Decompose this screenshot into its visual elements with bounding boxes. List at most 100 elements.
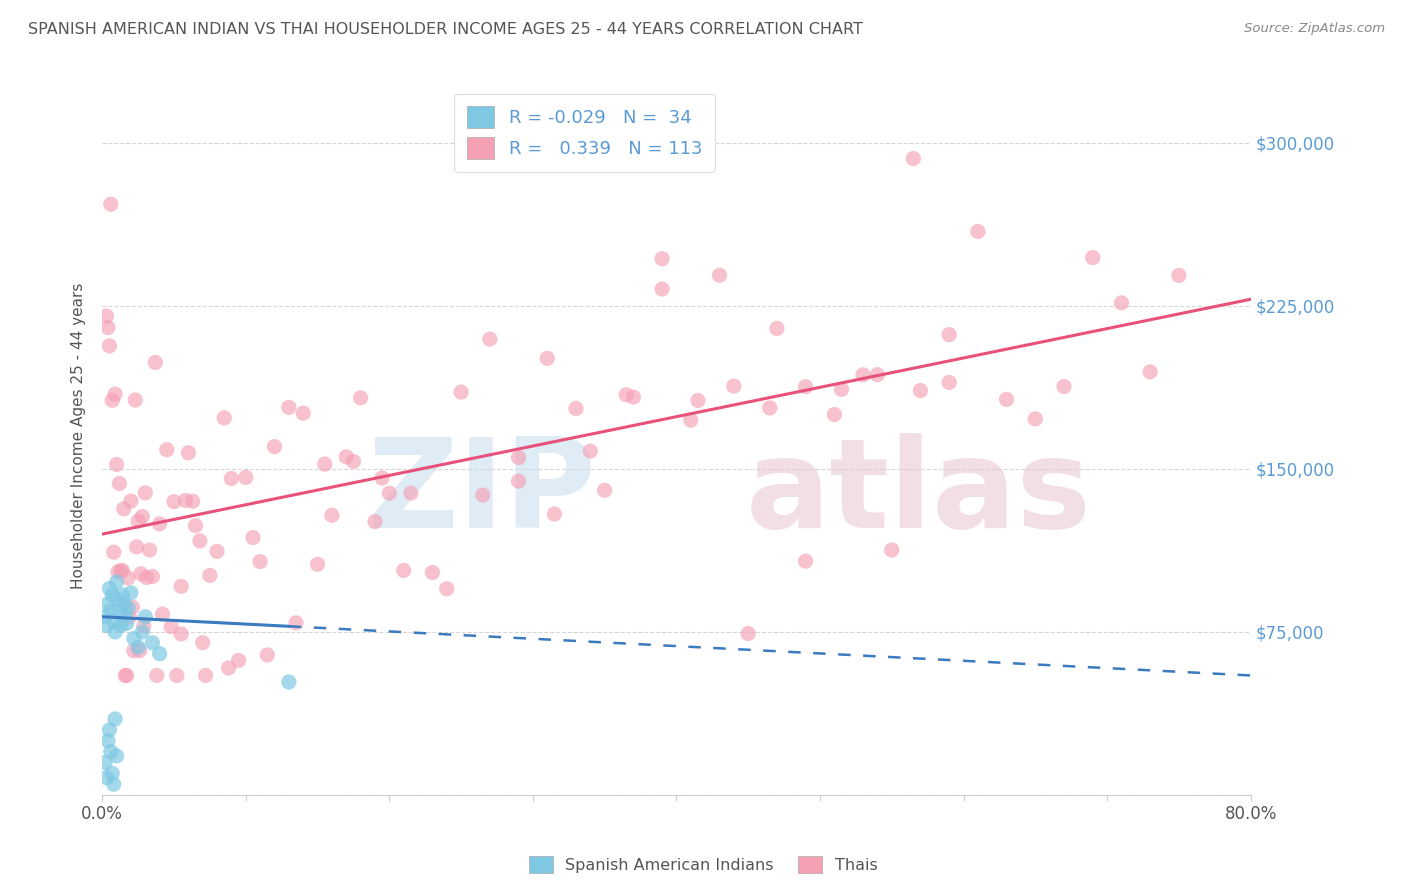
Point (122, 632, 145, 646)
Point (910, 384, 932, 398)
Point (97, 597, 120, 611)
Point (96, 618, 118, 632)
Point (134, 486, 156, 500)
Point (263, 440, 285, 454)
Point (212, 410, 235, 425)
Point (866, 368, 889, 382)
Point (184, 518, 207, 533)
Point (903, 152, 925, 166)
Point (104, 624, 127, 639)
Point (256, 648, 278, 662)
Point (995, 392, 1018, 407)
Point (128, 643, 150, 657)
Point (131, 509, 153, 524)
Point (108, 476, 131, 491)
Point (758, 401, 780, 415)
Point (122, 643, 145, 657)
Point (221, 471, 243, 485)
Point (101, 766, 124, 780)
Point (110, 618, 132, 632)
Point (364, 515, 387, 529)
Text: SPANISH AMERICAN INDIAN VS THAI HOUSEHOLDER INCOME AGES 25 - 44 YEARS CORRELATIO: SPANISH AMERICAN INDIAN VS THAI HOUSEHOL… (28, 22, 863, 37)
Point (114, 607, 136, 622)
Point (422, 566, 444, 580)
Point (100, 745, 122, 759)
Point (205, 544, 228, 558)
Point (823, 408, 845, 422)
Point (103, 614, 125, 628)
Point (314, 457, 336, 471)
Point (96, 771, 118, 785)
Point (117, 601, 139, 615)
Point (100, 197, 122, 211)
Point (170, 579, 193, 593)
Point (124, 392, 146, 407)
Point (277, 401, 299, 415)
Point (249, 555, 271, 569)
Point (141, 569, 163, 583)
Point (152, 607, 174, 621)
Point (723, 379, 745, 393)
Point (737, 626, 759, 640)
Point (1167, 268, 1189, 283)
Point (174, 493, 197, 508)
Text: ZIP: ZIP (367, 434, 596, 554)
Legend: Spanish American Indians, Thais: Spanish American Indians, Thais (522, 849, 884, 880)
Point (110, 564, 132, 578)
Point (478, 332, 501, 346)
Point (112, 501, 135, 516)
Point (235, 470, 257, 484)
Point (536, 351, 558, 366)
Legend: R = -0.029   N =  34, R =   0.339   N = 113: R = -0.029 N = 34, R = 0.339 N = 113 (454, 94, 714, 172)
Point (131, 624, 153, 639)
Point (98, 582, 121, 596)
Point (967, 224, 990, 238)
Point (115, 668, 138, 682)
Point (163, 494, 186, 508)
Point (371, 471, 394, 485)
Point (94, 756, 117, 770)
Point (579, 444, 602, 458)
Point (107, 565, 129, 579)
Point (111, 564, 134, 578)
Point (181, 494, 204, 508)
Point (321, 508, 343, 523)
Point (118, 609, 141, 624)
Point (938, 327, 960, 342)
Point (138, 543, 160, 558)
Point (149, 647, 172, 661)
Text: Source: ZipAtlas.com: Source: ZipAtlas.com (1244, 22, 1385, 36)
Point (593, 483, 616, 498)
Point (335, 450, 357, 464)
Point (191, 636, 214, 650)
Point (107, 592, 129, 607)
Point (104, 712, 127, 726)
Point (621, 390, 644, 404)
Point (1139, 365, 1161, 379)
Point (108, 603, 131, 617)
Point (1081, 251, 1104, 265)
Point (112, 597, 135, 611)
Point (117, 571, 139, 585)
Point (614, 388, 637, 402)
Point (709, 268, 731, 283)
Point (120, 586, 142, 600)
Point (125, 540, 148, 554)
Point (121, 600, 143, 615)
Point (194, 668, 217, 682)
Point (170, 627, 193, 641)
Point (242, 531, 264, 545)
Point (686, 393, 709, 408)
Point (132, 619, 155, 633)
Point (1111, 296, 1133, 310)
Point (156, 442, 179, 457)
Point (378, 486, 401, 500)
Point (97, 320, 120, 334)
Point (103, 545, 125, 559)
Point (285, 615, 308, 630)
Point (852, 368, 875, 382)
Point (105, 458, 128, 472)
Point (880, 543, 903, 558)
Point (831, 383, 853, 397)
Point (105, 574, 128, 589)
